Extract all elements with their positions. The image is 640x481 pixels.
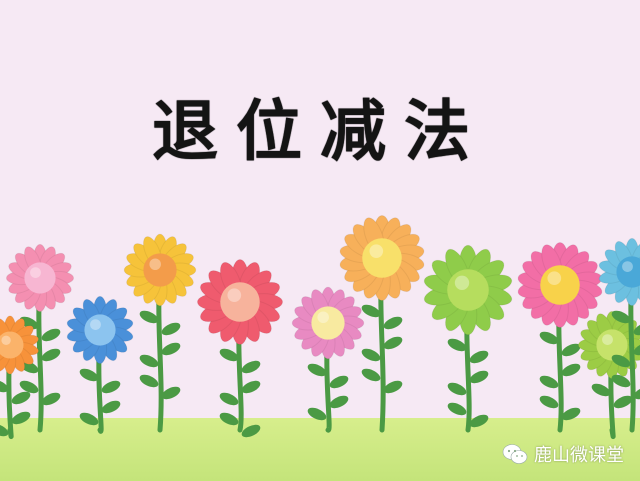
flower-center	[540, 265, 580, 305]
flower	[0, 315, 39, 440]
leaf	[469, 350, 489, 364]
leaf	[241, 424, 261, 438]
flower	[517, 241, 603, 433]
flower-highlight	[317, 311, 329, 323]
flower-highlight	[369, 244, 384, 258]
flower	[123, 233, 197, 433]
flower-highlight	[454, 275, 470, 290]
flower-highlight	[90, 319, 101, 330]
leaf	[591, 383, 611, 397]
flower-highlight	[602, 334, 613, 345]
leaf	[447, 382, 467, 396]
leaf	[561, 407, 581, 421]
leaf	[161, 342, 181, 356]
leaf	[539, 375, 559, 389]
leaf	[447, 338, 467, 352]
leaf	[161, 322, 181, 336]
leaf	[469, 370, 489, 384]
leaf	[11, 411, 31, 425]
leaf	[561, 343, 581, 357]
leaf	[11, 391, 31, 405]
flower-highlight	[30, 267, 41, 278]
flower-center	[596, 329, 628, 361]
watermark-text: 鹿山微课堂	[534, 445, 624, 466]
flower-highlight	[149, 258, 161, 270]
ground	[0, 418, 640, 481]
leaf	[539, 395, 559, 409]
leaf	[41, 348, 61, 362]
leaf	[139, 354, 159, 368]
flower-highlight	[622, 261, 633, 272]
leaf	[41, 328, 61, 342]
leaf	[469, 414, 489, 428]
leaf	[241, 360, 261, 374]
leaf	[139, 310, 159, 324]
flower-center	[143, 253, 177, 287]
flower-highlight	[547, 271, 562, 285]
leaf	[447, 402, 467, 416]
flower-center	[0, 331, 24, 359]
leaf	[0, 379, 9, 393]
leaf	[79, 368, 99, 382]
wechat-icon	[502, 444, 528, 464]
leaf	[633, 322, 640, 336]
flower	[291, 286, 365, 433]
leaf	[561, 363, 581, 377]
leaf	[611, 354, 631, 368]
leaf	[41, 392, 61, 406]
leaf	[241, 380, 261, 394]
leaf	[611, 310, 631, 324]
leaf	[307, 407, 327, 421]
leaf	[19, 380, 39, 394]
flower-center	[362, 238, 402, 278]
leaf	[611, 374, 631, 388]
leaf	[361, 304, 381, 318]
leaf	[307, 363, 327, 377]
leaf	[539, 331, 559, 345]
flower	[196, 258, 284, 438]
flower-center	[84, 314, 116, 346]
flower	[339, 214, 425, 433]
flower-center	[311, 306, 345, 340]
leaf	[161, 386, 181, 400]
leaf	[219, 412, 239, 426]
flower-highlight	[227, 288, 242, 302]
leaf	[361, 368, 381, 382]
leaf	[79, 412, 99, 426]
flower-center	[24, 262, 56, 294]
leaf	[633, 342, 640, 356]
leaf	[329, 395, 349, 409]
leaf	[613, 395, 633, 409]
leaf	[101, 380, 121, 394]
leaf	[633, 386, 640, 400]
flower-center	[447, 269, 489, 311]
flower-highlight	[1, 335, 11, 345]
flower	[423, 244, 513, 433]
leaf	[219, 392, 239, 406]
flower	[598, 237, 640, 433]
leaf	[0, 423, 9, 437]
leaf	[329, 375, 349, 389]
leaf	[383, 316, 403, 330]
leaf	[361, 348, 381, 362]
flower-center	[616, 256, 640, 288]
leaf	[101, 400, 121, 414]
leaf	[139, 374, 159, 388]
flower-center	[220, 282, 260, 322]
flower	[66, 295, 134, 434]
leaf	[219, 348, 239, 362]
page-title: 退位减法	[152, 93, 488, 170]
leaf	[383, 380, 403, 394]
watermark: 鹿山微课堂	[502, 441, 624, 467]
leaf	[383, 336, 403, 350]
